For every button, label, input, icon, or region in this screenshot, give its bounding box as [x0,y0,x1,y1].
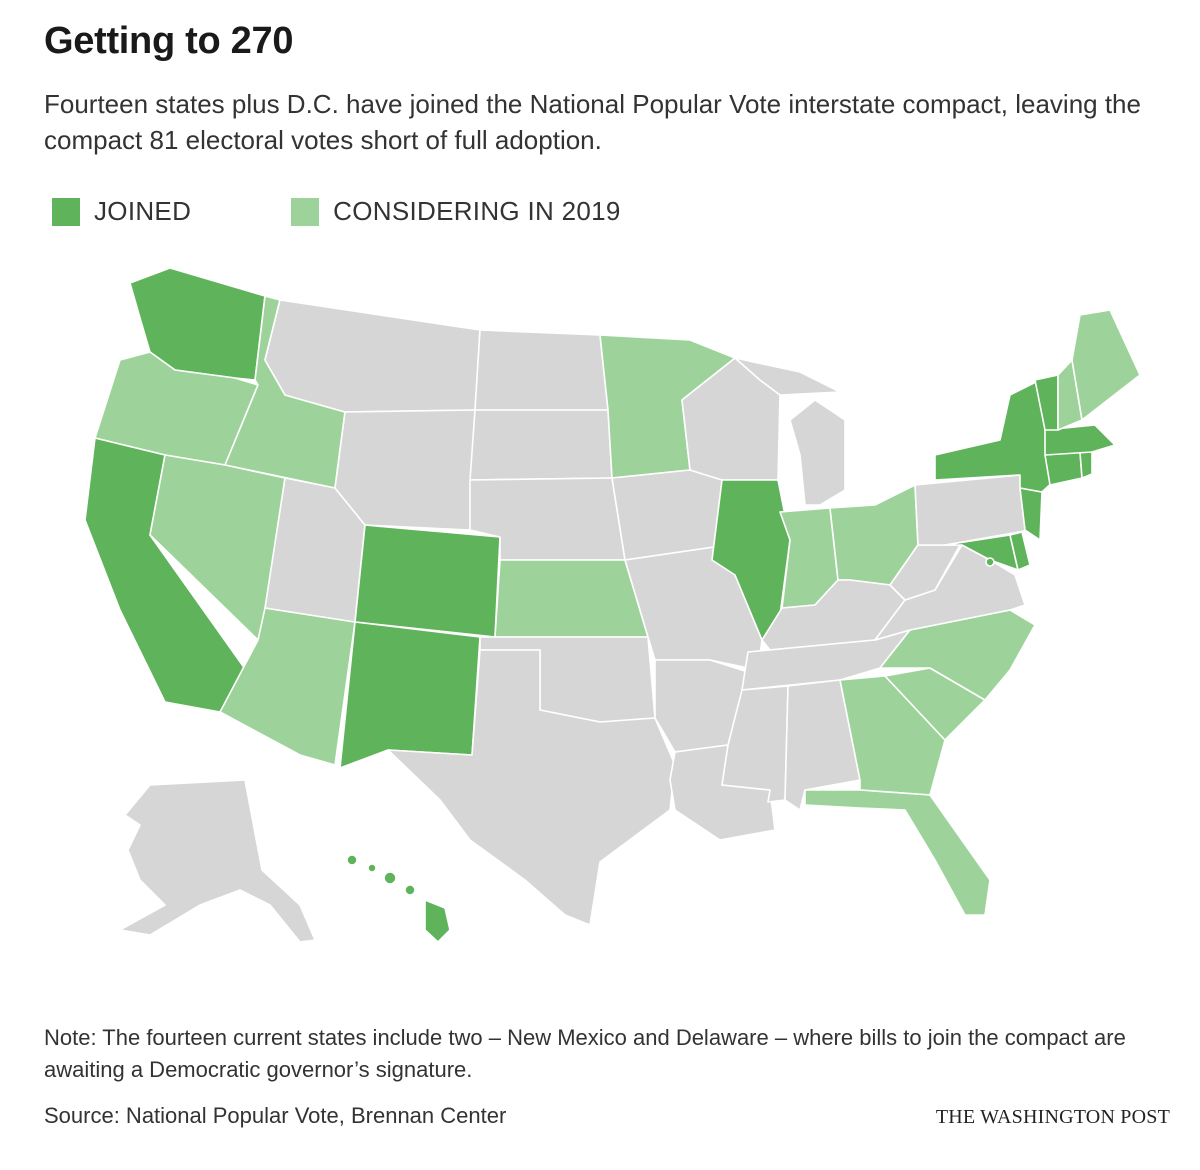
state-ND [474,329,609,411]
legend-label-joined: JOINED [94,196,192,226]
chart-subtitle: Fourteen states plus D.C. have joined th… [44,89,1141,155]
state-RI [1079,451,1093,479]
state-CT [1044,451,1083,486]
legend-swatch-joined [52,197,80,226]
chart-source: Source: National Popular Vote, Brennan C… [44,1103,507,1128]
us-map [84,267,1141,943]
legend-swatch-considering [291,197,320,226]
state-AK [119,779,316,943]
state-MT [264,299,481,413]
state-KS [494,559,649,638]
state-MA [1044,424,1116,456]
state-CO [354,524,501,638]
state-ME [1071,309,1141,421]
state-MD [944,534,1019,571]
state-AZ [219,607,356,766]
state-NJ [1019,487,1043,541]
state-DE [1009,531,1031,571]
state-HI [346,854,451,943]
state-FL [804,789,991,916]
state-MI [734,357,846,506]
state-TX [387,649,676,926]
state-NY [934,379,1056,493]
chart-title: Getting to 270 [44,20,294,62]
legend-label-considering: CONSIDERING IN 2019 [333,196,621,226]
state-WY [334,409,476,531]
legend-item-joined: JOINED [52,196,191,227]
state-IA [611,469,729,561]
chart-note: Note: The fourteen current states includ… [44,1025,1126,1082]
state-SD [469,409,613,481]
state-NM [339,621,481,769]
legend: JOINED CONSIDERING IN 2019 [52,196,721,227]
legend-item-considering: CONSIDERING IN 2019 [291,196,620,227]
publisher-credit: THE WASHINGTON POST [935,1106,1170,1128]
state-DC [985,557,995,567]
